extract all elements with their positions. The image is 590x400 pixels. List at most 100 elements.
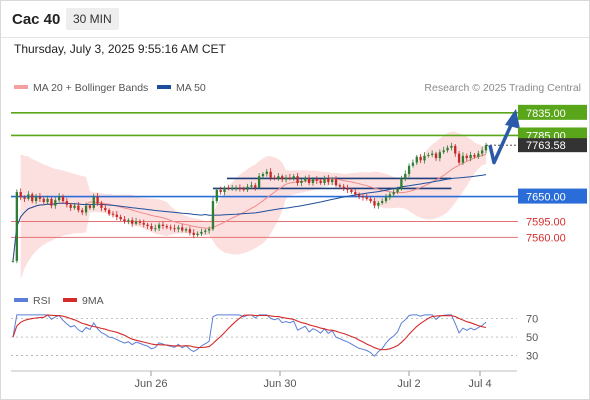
candle-body — [350, 189, 353, 193]
candle-body — [200, 231, 203, 234]
candle-body — [250, 185, 253, 187]
candle-body — [284, 177, 288, 180]
candle-body — [307, 178, 311, 183]
candle-body — [15, 192, 18, 261]
ma20-line — [12, 154, 487, 261]
candle-body — [446, 147, 449, 151]
candle-body — [192, 232, 195, 236]
candle-body — [296, 176, 299, 183]
candle-body — [261, 173, 265, 177]
candle-body — [231, 188, 234, 190]
candle-body — [54, 200, 57, 206]
candle-body — [61, 196, 65, 202]
candle-body — [242, 188, 245, 190]
candle-body — [204, 230, 207, 232]
candle-body — [411, 162, 415, 166]
ma9-legend-swatch — [63, 298, 77, 302]
candle-body — [438, 152, 442, 159]
candle-body — [196, 233, 199, 236]
candle-body — [42, 198, 45, 203]
candle-body — [461, 155, 465, 163]
level-label-support: 7595.00 — [526, 216, 566, 228]
rsi-tick-label: 70 — [526, 314, 538, 326]
current-price-label: 7763.58 — [526, 140, 566, 152]
candle-body — [119, 216, 122, 220]
candle-body — [300, 180, 303, 183]
candle-body — [465, 155, 468, 159]
candle-body — [265, 171, 268, 174]
level-tag-pivot — [518, 188, 587, 204]
bollinger-band-area — [20, 131, 486, 280]
rsi-legend-label: RSI — [33, 295, 51, 307]
candle-body — [315, 179, 318, 181]
candle-body — [207, 229, 211, 231]
rsi-line — [12, 314, 487, 357]
candle-body — [377, 202, 380, 206]
candle-body — [481, 150, 484, 154]
candle-body — [450, 145, 453, 148]
candle-body — [434, 153, 438, 159]
candle-body — [404, 173, 407, 179]
candle-body — [38, 196, 42, 199]
copyright-label: Research © 2025 Trading Central — [424, 82, 581, 94]
candle-body — [388, 194, 392, 198]
candle-body — [415, 156, 418, 163]
level-label-pivot: 7650.00 — [526, 192, 566, 204]
candle-body — [100, 203, 103, 208]
candle-body — [173, 228, 176, 230]
levels-layer — [11, 112, 518, 238]
candle-body — [184, 229, 188, 231]
candle-body — [442, 150, 445, 153]
candle-body — [292, 176, 295, 179]
candle-body — [427, 154, 430, 156]
rsi-tick-label: 30 — [526, 351, 538, 363]
candle-body — [177, 227, 180, 230]
candle-body — [34, 196, 38, 202]
interval-button[interactable]: 30 MIN — [66, 8, 119, 30]
candle-body — [223, 187, 226, 193]
candle-body — [31, 194, 34, 202]
bollinger-band-layer — [20, 131, 486, 280]
time-axis: Jun 26 Jun 30 Jul 2 Jul 4 — [134, 371, 492, 390]
candle-body — [134, 221, 138, 224]
candle-body — [469, 154, 472, 159]
forecast-arrow-head — [505, 108, 520, 129]
candle-body — [392, 192, 395, 195]
rsi-ma9-line — [12, 314, 487, 351]
candle-body — [161, 224, 165, 226]
candle-body — [104, 207, 107, 211]
candle-body — [257, 176, 261, 188]
level-label-resistance: 7835.00 — [526, 108, 566, 120]
current-price-tag — [518, 138, 587, 153]
bollinger-legend-swatch — [14, 85, 28, 89]
candle-body — [319, 180, 322, 183]
candle-body — [373, 201, 376, 206]
candle-body — [157, 224, 161, 229]
candle-body — [400, 178, 403, 189]
candle-body — [88, 205, 92, 208]
x-tick-label: Jun 30 — [263, 378, 296, 390]
candle-body — [361, 196, 365, 198]
forecast-arrow-path — [488, 122, 514, 165]
candle-body — [473, 154, 476, 157]
candle-body — [84, 205, 88, 213]
candle-body — [423, 155, 426, 161]
candle-body — [127, 220, 130, 222]
timestamp-label: Thursday, July 3, 2025 9:55:16 AM CET — [14, 42, 226, 56]
candle-body — [254, 185, 257, 188]
candle-body — [215, 189, 218, 202]
candle-body — [69, 204, 72, 208]
candle-body — [169, 227, 172, 229]
candle-body — [188, 229, 192, 233]
candle-body — [27, 194, 30, 199]
candle-body — [123, 219, 126, 222]
candle-body — [115, 214, 118, 217]
candle-body — [65, 201, 68, 205]
candle-body — [131, 220, 134, 224]
candle-body — [142, 222, 145, 225]
candle-body — [365, 197, 368, 199]
candle-body — [219, 189, 222, 193]
symbol-title: Cac 40 — [12, 11, 61, 28]
candle-body — [211, 201, 215, 230]
candle-body — [107, 210, 111, 214]
